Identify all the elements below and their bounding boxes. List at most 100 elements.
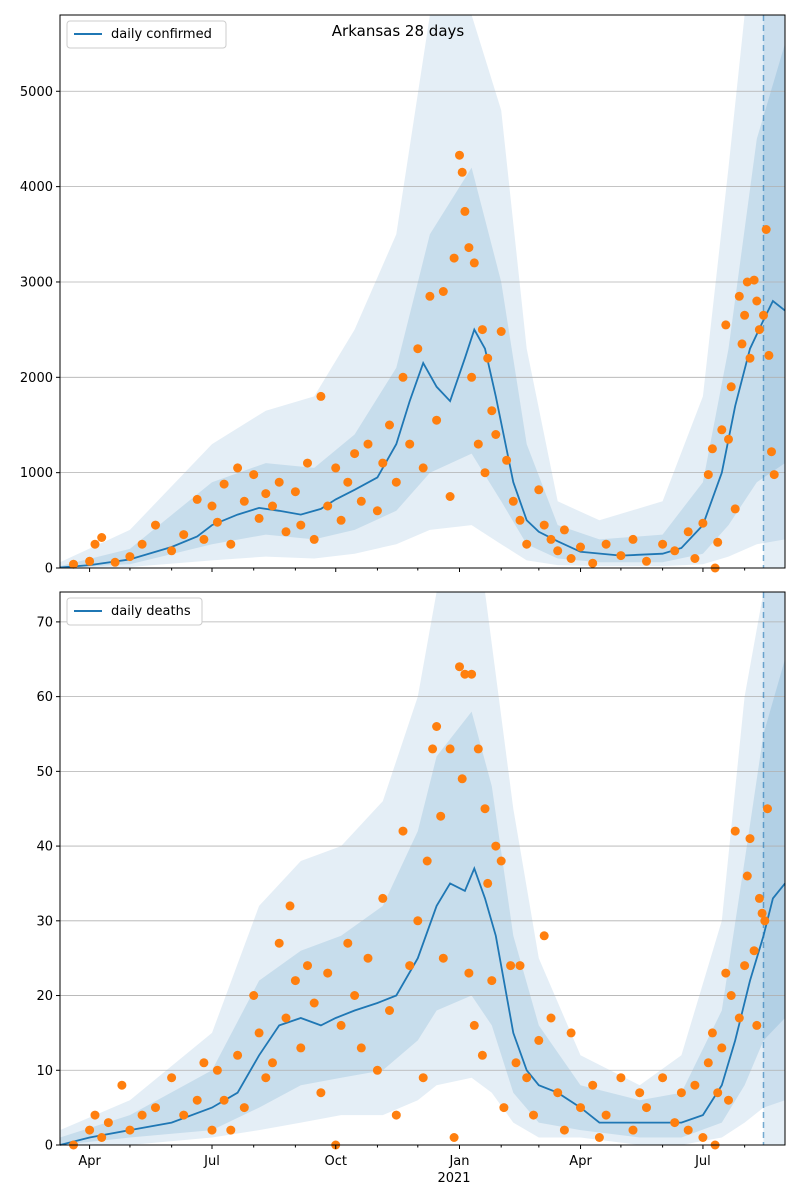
deaths-data-point [281,1013,291,1023]
confirmed-data-point [749,275,759,285]
deaths-data-point [726,991,736,1000]
deaths-data-point [559,1125,569,1135]
confirmed-data-point [432,415,442,425]
deaths-data-point [422,856,432,866]
confirmed-data-point [698,518,708,528]
deaths-data-point [285,901,295,911]
confirmed-data-point [761,225,771,234]
confirmed-data-point [296,520,306,530]
confirmed-data-point [179,530,189,540]
deaths-data-point [97,1133,107,1142]
deaths-y-tick-label: 70 [36,615,53,630]
year-label: 2021 [437,1171,470,1186]
confirmed-data-point [473,439,483,449]
confirmed-data-point [405,439,415,449]
confirmed-data-point [534,485,544,495]
deaths-data-point [436,811,446,821]
deaths-data-point [391,1110,401,1120]
deaths-data-point [192,1095,202,1105]
deaths-y-tick-label: 40 [36,840,53,855]
confirmed-data-point [261,489,271,499]
confirmed-series [59,15,786,569]
deaths-data-point [249,991,259,1000]
confirmed-data-point [515,515,525,525]
confirmed-data-point [268,501,277,511]
deaths-data-point [290,976,300,986]
confirmed-y-tick-label: 4000 [20,180,53,195]
confirmed-legend-box [66,20,227,49]
confirmed-data-point [391,477,401,487]
confirmed-uncertainty-bands [60,15,785,569]
deaths-x-tick-label: Jul [203,1154,220,1169]
deaths-data-point [717,1043,727,1053]
confirmed-data-point [769,470,779,480]
confirmed-data-point [110,557,120,567]
confirmed-data-point [576,542,585,552]
deaths-data-point [534,1035,544,1045]
deaths-data-point [449,1133,459,1142]
deaths-y-ticks: 0 10 20 30 40 50 60 70 [36,615,60,1154]
confirmed-data-point [192,494,202,504]
confirmed-data-point [745,353,755,363]
deaths-data-point [151,1103,160,1113]
confirmed-data-point [343,477,353,487]
deaths-data-point [428,744,438,754]
deaths-data-point [676,1088,686,1098]
deaths-data-point [350,991,360,1000]
confirmed-data-point [323,501,333,511]
deaths-data-point [506,961,516,971]
confirmed-data-point [233,463,243,473]
confirmed-data-point [438,287,448,296]
confirmed-data-point [670,546,680,556]
confirmed-data-point [508,496,518,506]
confirmed-data-point [445,492,455,501]
confirmed-data-point [372,506,382,516]
deaths-data-point [546,1013,556,1023]
confirmed-data-point [85,556,95,566]
confirmed-forecast-region [763,15,785,568]
confirmed-data-point [309,534,319,544]
deaths-data-point [413,916,423,926]
deaths-inner-band [60,659,785,1145]
deaths-data-point [455,662,464,672]
confirmed-data-point [566,554,576,563]
deaths-data-point [363,953,373,963]
confirmed-data-point [721,320,731,330]
confirmed-outer-band [60,15,785,568]
deaths-data-point [378,893,388,903]
deaths-data-point [757,908,767,918]
confirmed-data-point [97,533,107,542]
confirmed-data-point [764,350,774,360]
deaths-data-point [745,834,755,844]
deaths-data-point [616,1073,626,1083]
deaths-data-point [103,1118,113,1128]
deaths-data-point [460,669,470,679]
deaths-data-point [594,1133,604,1142]
deaths-data-point [588,1080,598,1090]
confirmed-data-point [281,527,291,537]
deaths-data-point [763,804,772,814]
deaths-data-point [212,1065,222,1075]
confirmed-panel: 0 1000 2000 3000 4000 5000 Arkansas 28 days d… [20,14,786,577]
deaths-axes-frame [59,591,786,1146]
deaths-data-point [749,946,759,956]
confirmed-data-point [413,344,423,354]
deaths-data-point [566,1028,576,1038]
confirmed-data-point [226,539,236,549]
deaths-data-point [418,1073,428,1083]
deaths-data-point [496,856,506,866]
deaths-data-point [742,871,752,881]
deaths-data-point [125,1125,135,1135]
deaths-x-tick-label: Apr [78,1154,101,1169]
confirmed-data-point [90,539,100,549]
confirmed-data-point [239,496,249,506]
confirmed-data-point [274,477,284,487]
deaths-data-point [491,841,501,851]
deaths-data-point [268,1058,277,1068]
deaths-y-tick-label: 0 [45,1139,53,1154]
deaths-data-point [199,1058,209,1068]
deaths-data-point [707,1028,717,1038]
deaths-data-point [372,1065,382,1075]
deaths-y-tick-label: 20 [36,989,53,1004]
deaths-data-point [628,1125,638,1135]
